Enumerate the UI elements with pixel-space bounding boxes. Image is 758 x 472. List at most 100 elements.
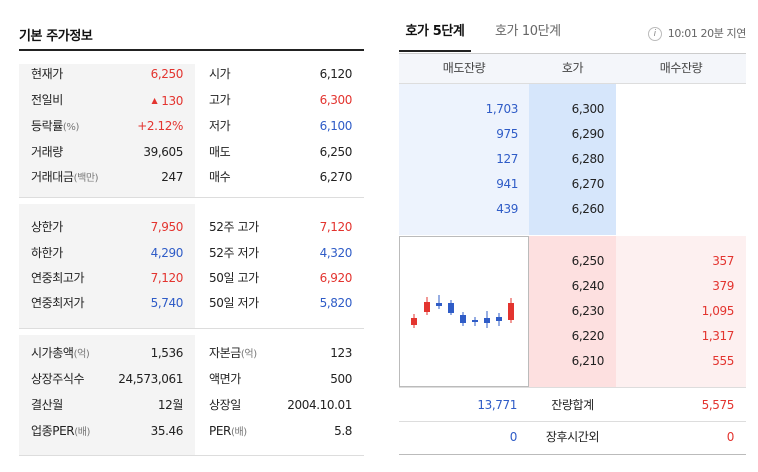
- info-section: 시가총액(억) 1,536 자본금(억) 123 상장주식수 24,573,061 액면가 5…: [19, 335, 364, 456]
- info-label: 전일비: [31, 88, 63, 113]
- label-text: 현재가: [31, 67, 63, 81]
- label-text: 매도: [209, 145, 231, 159]
- info-label: 52주 저가: [209, 241, 259, 266]
- value-text: 6,250: [150, 67, 184, 81]
- info-value: 6,100: [319, 119, 353, 133]
- info-label: 시가: [209, 62, 231, 87]
- info-label: 등락률(%): [31, 114, 79, 140]
- label-text: 거래대금: [31, 170, 74, 184]
- info-label: 결산월: [31, 393, 63, 418]
- info-value: 35.46: [150, 419, 184, 444]
- header-bid-qty: 매수잔량: [659, 61, 703, 75]
- info-row: 전일비 ▲ 130 고가 6,300: [19, 88, 364, 113]
- info-value: 6,270: [319, 170, 353, 184]
- value-text: 24,573,061: [118, 372, 183, 386]
- info-value: 6,250: [319, 145, 353, 159]
- info-row: 하한가 4,290 52주 저가 4,320: [19, 241, 364, 266]
- title-divider: [19, 49, 364, 51]
- tab-5-level[interactable]: 호가 5단계: [399, 18, 471, 52]
- value-text: 7,120: [150, 271, 184, 285]
- info-value: 123: [330, 346, 352, 360]
- info-value: 6,250: [150, 62, 184, 87]
- tab-10-level[interactable]: 호가 10단계: [495, 24, 561, 39]
- info-row: 등락률(%) +2.12% 저가 6,100: [19, 114, 364, 139]
- label-text: 연중최저가: [31, 296, 85, 310]
- unit-text: (배): [230, 427, 247, 438]
- label-text: 상장일: [209, 398, 241, 412]
- info-value: 4,290: [151, 241, 184, 266]
- label-text: 액면가: [209, 372, 241, 386]
- orderbook-header: 매도잔량 호가 매수잔량: [399, 53, 746, 84]
- total-divider: [399, 387, 746, 388]
- label-text: 거래량: [31, 145, 63, 159]
- label-text: 매수: [209, 170, 231, 184]
- info-label: 50일 저가: [209, 291, 259, 316]
- info-label: 자본금(억): [209, 341, 257, 367]
- label-text: 결산월: [31, 398, 63, 412]
- ask-price[interactable]: 6,260: [571, 202, 605, 216]
- column-gap: [195, 204, 213, 328]
- bid-qty-area: [616, 236, 746, 387]
- total-label: 잔량합계: [551, 398, 594, 412]
- candle: [411, 318, 417, 325]
- candle: [472, 320, 478, 322]
- info-label: 상장주식수: [31, 367, 85, 392]
- label-text: PER: [209, 424, 231, 438]
- ask-price[interactable]: 6,300: [571, 102, 605, 116]
- total-bid: 5,575: [701, 398, 735, 412]
- unit-text: (백만): [73, 173, 99, 184]
- label-text: 하한가: [31, 246, 63, 260]
- ask-price-area: [529, 84, 616, 235]
- info-label: 현재가: [31, 62, 63, 87]
- ask-qty: 127: [496, 152, 518, 166]
- candle: [484, 318, 490, 323]
- value-text: 39,605: [143, 145, 183, 159]
- label-text: 50일 고가: [209, 271, 259, 285]
- info-value: +2.12%: [137, 114, 183, 139]
- label-text: 상장주식수: [31, 372, 85, 386]
- info-row: 연중최고가 7,120 50일 고가 6,920: [19, 266, 364, 291]
- label-text: 52주 저가: [209, 246, 259, 260]
- bid-price[interactable]: 6,220: [571, 329, 605, 343]
- info-row: 거래대금(백만) 247 매수 6,270: [19, 165, 364, 190]
- unit-text: (배): [74, 427, 91, 438]
- bid-price[interactable]: 6,230: [571, 304, 605, 318]
- info-label: 거래량: [31, 140, 63, 165]
- value-text: 35.46: [150, 424, 184, 438]
- value-text: 7,950: [150, 220, 184, 234]
- value-text: 247: [161, 170, 183, 184]
- bottom-divider: [399, 454, 746, 455]
- bid-price[interactable]: 6,210: [571, 354, 605, 368]
- info-row: 업종PER(배) 35.46 PER(배) 5.8: [19, 419, 364, 444]
- candle: [424, 302, 430, 312]
- label-text: 전일비: [31, 93, 63, 107]
- bid-price[interactable]: 6,240: [571, 279, 605, 293]
- info-section: 현재가 6,250 시가 6,120 전일비 ▲ 130 고가 6,300 등락률(%) +2.12…: [19, 64, 364, 198]
- info-label: 저가: [209, 114, 231, 139]
- bid-price[interactable]: 6,250: [571, 254, 605, 268]
- candle: [460, 315, 466, 323]
- info-value: 4,320: [319, 246, 353, 260]
- label-text: 시가총액: [31, 346, 74, 360]
- info-label: 50일 고가: [209, 266, 259, 291]
- ask-qty: 941: [496, 177, 518, 191]
- bid-qty: 555: [712, 354, 734, 368]
- candle: [436, 303, 442, 306]
- info-label: 상장일: [209, 393, 241, 418]
- ask-price[interactable]: 6,290: [571, 127, 605, 141]
- ask-price[interactable]: 6,270: [571, 177, 605, 191]
- info-icon[interactable]: i: [647, 27, 662, 41]
- ask-price[interactable]: 6,280: [571, 152, 605, 166]
- info-row: 상한가 7,950 52주 고가 7,120: [19, 215, 364, 240]
- info-value: ▲ 130: [152, 88, 184, 114]
- info-value: 24,573,061: [118, 367, 183, 392]
- info-value: 5.8: [334, 424, 352, 438]
- label-column: [213, 64, 295, 197]
- info-row: 현재가 6,250 시가 6,120: [19, 62, 364, 87]
- value-text: 1,536: [150, 346, 184, 360]
- mini-candle-chart: [399, 236, 529, 387]
- orderbook-tabs: 호가 5단계 호가 10단계 i 10:01 20분 지연: [399, 18, 746, 52]
- info-label: 업종PER(배): [31, 419, 90, 445]
- info-value: 6,120: [319, 67, 353, 81]
- info-label: 연중최저가: [31, 291, 85, 316]
